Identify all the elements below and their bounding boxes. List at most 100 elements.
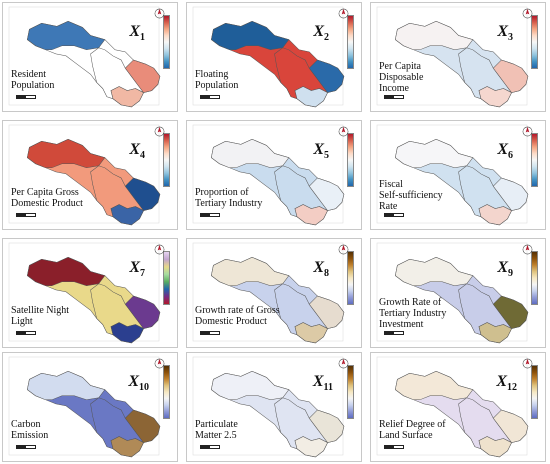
variable-label: Growth rate of Gross Domestic Product [195, 305, 295, 327]
north-arrow-icon [154, 126, 165, 137]
region-north [211, 256, 290, 287]
scale-bar [16, 331, 36, 335]
map-frame [8, 242, 160, 342]
region-south [110, 204, 144, 226]
color-legend-bar [531, 251, 538, 305]
color-legend-bar [347, 15, 354, 69]
north-arrow-icon [154, 244, 165, 255]
variable-label-line: Carbon [11, 419, 41, 430]
region-east [308, 409, 345, 443]
variable-label-line: Floating [195, 69, 229, 80]
region-map [192, 124, 345, 226]
map-frame [376, 124, 528, 224]
scale-bar [16, 213, 36, 217]
north-arrow-icon [522, 8, 533, 19]
region-north [27, 138, 106, 169]
region-map [376, 124, 529, 226]
map-panel-x9: Growth Rate of Tertiary Industry Investmen… [370, 238, 546, 348]
map-frame [376, 242, 528, 342]
region-south [110, 436, 144, 458]
scale-bar [200, 445, 220, 449]
region-north [27, 20, 106, 51]
variable-symbol: X10 [128, 373, 149, 394]
variable-label-line: Population [195, 80, 239, 91]
variable-label-line: Matter 2.5 [195, 430, 237, 441]
variable-label-line: Tertiary Industry [379, 308, 447, 319]
variable-label-line: Investment [379, 319, 424, 330]
variable-label: Fiscal Self-sufficiency Rate [379, 179, 479, 212]
map-panel-x11: Particulate Matter 2.5 X11 [186, 352, 362, 462]
scale-bar [384, 95, 404, 99]
variable-symbol: X3 [497, 23, 513, 44]
variable-label-line: Self-sufficiency [379, 190, 443, 201]
region-map [192, 356, 345, 458]
region-north [395, 138, 474, 169]
region-south [294, 322, 328, 344]
variable-label: Floating Population [195, 69, 295, 91]
map-frame [192, 124, 344, 224]
variable-label-line: Per Capita [379, 61, 421, 72]
variable-label: Relief Degree of Land Surface [379, 419, 479, 441]
variable-label-line: Tertiary Industry [195, 198, 263, 209]
north-arrow-icon [522, 358, 533, 369]
region-north [395, 370, 474, 401]
variable-symbol: X1 [129, 23, 145, 44]
map-panel-x2: Floating Population X2 [186, 2, 362, 112]
region-map [376, 242, 529, 344]
scale-bar [16, 445, 36, 449]
region-south [478, 322, 512, 344]
map-frame [8, 124, 160, 224]
variable-label-line: Resident [11, 69, 46, 80]
variable-label-line: Growth rate of Gross [195, 305, 280, 316]
variable-label-line: Disposable [379, 72, 424, 83]
region-map [8, 242, 161, 344]
variable-label-line: Particulate [195, 419, 238, 430]
map-frame [192, 6, 344, 106]
variable-label-line: Rate [379, 201, 398, 212]
region-map [8, 124, 161, 226]
region-south [110, 86, 144, 108]
variable-label: Growth Rate of Tertiary Industry Investmen… [379, 297, 479, 330]
north-arrow-icon [522, 244, 533, 255]
variable-label-line: Population [11, 80, 55, 91]
map-panel-x8: Growth rate of Gross Domestic Product X8 [186, 238, 362, 348]
region-north [27, 256, 106, 287]
variable-label: Resident Population [11, 69, 111, 91]
region-map [376, 6, 529, 108]
region-north [211, 20, 290, 51]
region-east [124, 295, 161, 329]
variable-label: Carbon Emission [11, 419, 111, 441]
variable-symbol: X12 [496, 373, 517, 394]
color-legend-bar [531, 133, 538, 187]
map-panel-x3: Per Capita Disposable Income X3 [370, 2, 546, 112]
variable-symbol: X7 [129, 259, 145, 280]
variable-label-line: Fiscal [379, 179, 403, 190]
variable-label-line: Domestic Product [195, 316, 267, 327]
variable-label: Particulate Matter 2.5 [195, 419, 295, 441]
color-legend-bar [531, 365, 538, 419]
variable-label-line: Proportion of [195, 187, 249, 198]
variable-label-line: Satellite Night [11, 305, 70, 316]
variable-label-line: Growth Rate of [379, 297, 442, 308]
north-arrow-icon [522, 126, 533, 137]
scale-bar [384, 445, 404, 449]
north-arrow-icon [154, 358, 165, 369]
map-panel-x10: Carbon Emission X10 [2, 352, 178, 462]
map-frame [192, 242, 344, 342]
region-east [492, 59, 529, 93]
variable-symbol: X2 [313, 23, 329, 44]
variable-label-line: Light [11, 316, 33, 327]
variable-symbol: X8 [313, 259, 329, 280]
region-east [492, 409, 529, 443]
map-panel-x5: Proportion of Tertiary Industry X5 [186, 120, 362, 230]
region-map [192, 6, 345, 108]
map-frame [8, 356, 160, 456]
region-map [8, 6, 161, 108]
region-south [478, 204, 512, 226]
region-east [492, 295, 529, 329]
scale-bar [200, 95, 220, 99]
variable-symbol: X6 [497, 141, 513, 162]
scale-bar [200, 213, 220, 217]
region-north [395, 256, 474, 287]
